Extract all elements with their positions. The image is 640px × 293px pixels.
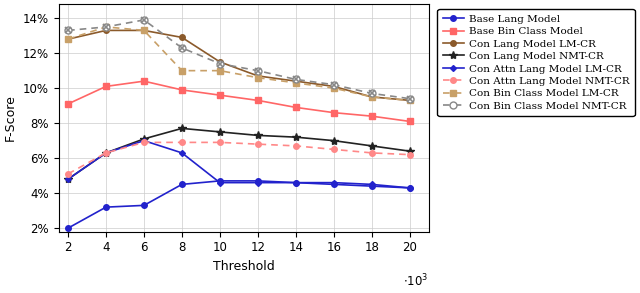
Base Lang Model — [330, 183, 337, 186]
Base Bin Class Model — [292, 106, 300, 109]
Legend: Base Lang Model, Base Bin Class Model, Con Lang Model LM-CR, Con Lang Model NMT-: Base Lang Model, Base Bin Class Model, C… — [438, 9, 635, 116]
Base Lang Model — [292, 181, 300, 184]
Con Attn Lang Model LM-CR — [406, 186, 413, 190]
Con Attn Lang Model NMT-CR — [140, 141, 148, 144]
Con Attn Lang Model NMT-CR — [216, 141, 224, 144]
Line: Base Lang Model: Base Lang Model — [65, 178, 412, 231]
Con Lang Model NMT-CR — [178, 127, 186, 130]
Con Bin Class Model LM-CR — [178, 69, 186, 72]
Con Lang Model LM-CR — [140, 29, 148, 32]
Con Lang Model LM-CR — [254, 74, 262, 78]
Con Lang Model NMT-CR — [330, 139, 337, 142]
Base Lang Model — [254, 179, 262, 183]
Con Bin Class Model NMT-CR — [64, 29, 72, 32]
Con Lang Model LM-CR — [216, 60, 224, 64]
Con Attn Lang Model NMT-CR — [178, 141, 186, 144]
X-axis label: Threshold: Threshold — [212, 260, 275, 273]
Con Lang Model NMT-CR — [216, 130, 224, 134]
Con Bin Class Model LM-CR — [216, 69, 224, 72]
Con Attn Lang Model NMT-CR — [330, 148, 337, 151]
Con Attn Lang Model LM-CR — [330, 181, 337, 184]
Base Bin Class Model — [102, 85, 110, 88]
Con Lang Model NMT-CR — [368, 144, 376, 148]
Con Bin Class Model LM-CR — [102, 25, 110, 29]
Base Bin Class Model — [368, 114, 376, 118]
Con Bin Class Model NMT-CR — [216, 62, 224, 65]
Base Lang Model — [64, 226, 72, 230]
Con Attn Lang Model LM-CR — [292, 181, 300, 184]
Con Lang Model NMT-CR — [254, 134, 262, 137]
Con Attn Lang Model LM-CR — [216, 181, 224, 184]
Con Bin Class Model NMT-CR — [254, 69, 262, 72]
Line: Con Bin Class Model NMT-CR: Con Bin Class Model NMT-CR — [65, 16, 413, 102]
Base Bin Class Model — [330, 111, 337, 114]
Con Lang Model LM-CR — [368, 95, 376, 99]
Con Attn Lang Model LM-CR — [254, 181, 262, 184]
Con Lang Model NMT-CR — [64, 177, 72, 181]
Con Attn Lang Model NMT-CR — [406, 153, 413, 156]
Con Attn Lang Model LM-CR — [140, 139, 148, 142]
Line: Con Attn Lang Model NMT-CR: Con Attn Lang Model NMT-CR — [65, 139, 412, 177]
Con Lang Model NMT-CR — [140, 137, 148, 141]
Base Bin Class Model — [254, 99, 262, 102]
Con Lang Model LM-CR — [64, 38, 72, 41]
Line: Con Lang Model NMT-CR: Con Lang Model NMT-CR — [64, 124, 414, 183]
Line: Con Attn Lang Model LM-CR: Con Attn Lang Model LM-CR — [66, 139, 412, 190]
Con Attn Lang Model NMT-CR — [254, 142, 262, 146]
Con Bin Class Model NMT-CR — [406, 97, 413, 100]
Con Lang Model LM-CR — [406, 99, 413, 102]
Line: Con Lang Model LM-CR: Con Lang Model LM-CR — [65, 28, 412, 103]
Y-axis label: F-Score: F-Score — [4, 94, 17, 141]
Base Lang Model — [216, 179, 224, 183]
Con Attn Lang Model LM-CR — [64, 177, 72, 181]
Base Lang Model — [178, 183, 186, 186]
Line: Base Bin Class Model: Base Bin Class Model — [65, 78, 412, 124]
Con Bin Class Model LM-CR — [64, 38, 72, 41]
Con Bin Class Model NMT-CR — [102, 25, 110, 29]
Con Lang Model LM-CR — [330, 85, 337, 88]
Con Attn Lang Model NMT-CR — [292, 144, 300, 148]
Con Attn Lang Model LM-CR — [368, 183, 376, 186]
Con Bin Class Model NMT-CR — [178, 46, 186, 50]
Con Attn Lang Model LM-CR — [102, 151, 110, 155]
Con Bin Class Model LM-CR — [292, 81, 300, 85]
Con Attn Lang Model NMT-CR — [64, 172, 72, 176]
Base Bin Class Model — [406, 120, 413, 123]
Con Attn Lang Model NMT-CR — [368, 151, 376, 155]
Line: Con Bin Class Model LM-CR: Con Bin Class Model LM-CR — [65, 24, 412, 103]
Con Bin Class Model LM-CR — [254, 76, 262, 79]
Con Bin Class Model NMT-CR — [140, 18, 148, 22]
Base Bin Class Model — [140, 79, 148, 83]
Con Lang Model NMT-CR — [292, 135, 300, 139]
Con Attn Lang Model LM-CR — [178, 151, 186, 155]
Con Bin Class Model NMT-CR — [368, 92, 376, 95]
Base Bin Class Model — [216, 93, 224, 97]
Con Lang Model NMT-CR — [406, 149, 413, 153]
Con Bin Class Model LM-CR — [368, 95, 376, 99]
Con Lang Model LM-CR — [102, 29, 110, 32]
Base Bin Class Model — [64, 102, 72, 106]
Text: $\cdot10^3$: $\cdot10^3$ — [403, 272, 429, 289]
Con Bin Class Model NMT-CR — [292, 78, 300, 81]
Base Lang Model — [140, 204, 148, 207]
Con Lang Model LM-CR — [178, 36, 186, 39]
Base Lang Model — [102, 205, 110, 209]
Con Lang Model NMT-CR — [102, 151, 110, 155]
Base Bin Class Model — [178, 88, 186, 92]
Con Attn Lang Model NMT-CR — [102, 151, 110, 155]
Con Bin Class Model LM-CR — [330, 86, 337, 90]
Con Bin Class Model LM-CR — [406, 99, 413, 102]
Base Lang Model — [368, 184, 376, 188]
Con Bin Class Model NMT-CR — [330, 83, 337, 86]
Con Lang Model LM-CR — [292, 79, 300, 83]
Con Bin Class Model LM-CR — [140, 29, 148, 32]
Base Lang Model — [406, 186, 413, 190]
